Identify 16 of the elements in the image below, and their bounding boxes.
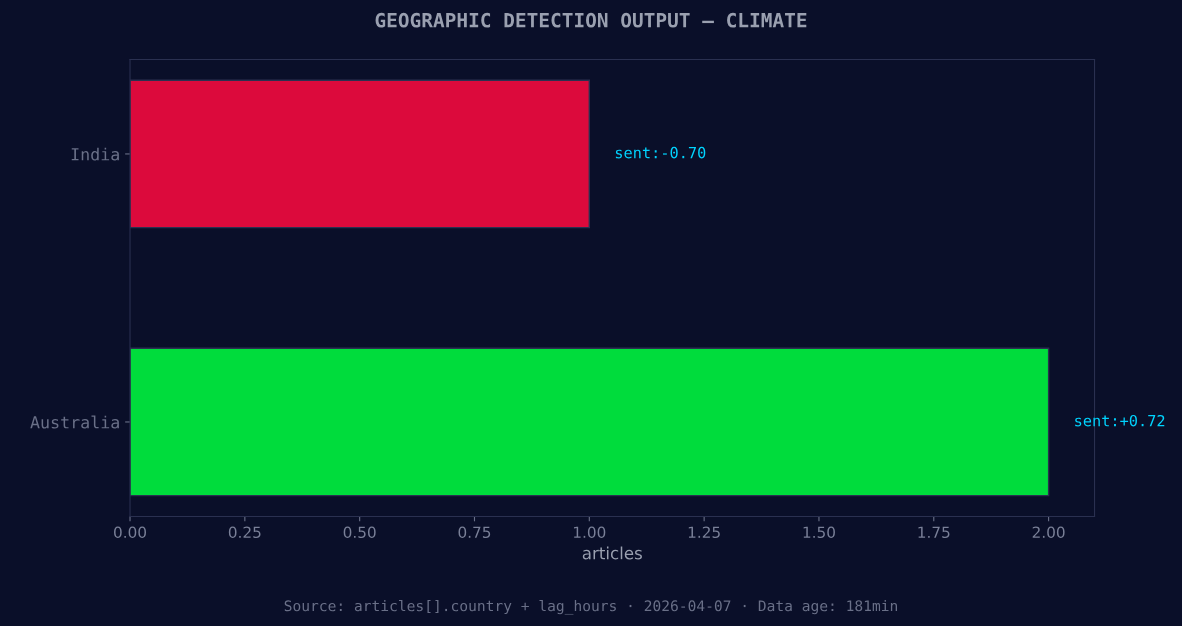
source-note: Source: articles[].country + lag_hours · 2026-04-07 · Data age: 181min: [284, 599, 898, 615]
chart-title: GEOGRAPHIC DETECTION OUTPUT — CLIMATE: [375, 12, 807, 28]
x-tick-label: 0.00: [114, 526, 147, 538]
x-tick-label: 0.25: [228, 526, 261, 538]
x-tick-label: 0.50: [343, 526, 376, 538]
x-tick-label: 1.00: [573, 526, 606, 538]
x-tick-label: 0.75: [458, 526, 491, 538]
x-axis-title: articles: [582, 546, 642, 560]
x-tick-label: 2.00: [1032, 526, 1065, 538]
x-tick-label: 1.75: [918, 526, 950, 538]
annotation: sent:+0.72: [1075, 414, 1165, 427]
y-tick-label: India: [71, 147, 119, 161]
x-tick-label: 1.25: [688, 526, 720, 538]
x-tick-label: 1.50: [803, 526, 835, 538]
annotation: sent:-0.70: [615, 146, 706, 159]
y-tick-label: Australia: [30, 415, 119, 429]
